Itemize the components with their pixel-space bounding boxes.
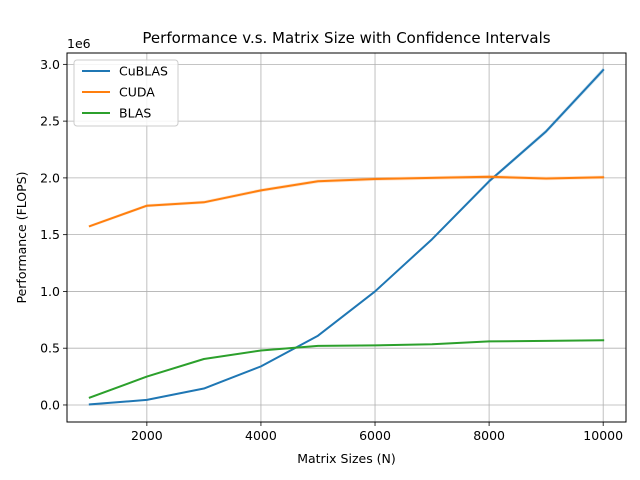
plot-frame [66,52,627,423]
legend-label: CuBLAS [119,64,168,79]
x-axis-label: Matrix Sizes (N) [297,451,396,466]
ticks: 2000 4000 6000 8000 10000 0.0 0.5 1.0 1.5 2.0 2.5 3… [40,57,623,443]
y-tick-label: 1.5 [40,227,60,242]
series-line-cuda [88,175,605,228]
x-tick-label: 6000 [359,428,391,443]
legend-label: BLAS [119,106,151,121]
y-tick-label: 2.0 [40,170,60,185]
x-tick-label: 2000 [131,428,163,443]
y-tick-label: 1.0 [40,284,60,299]
legend-label: CUDA [119,85,155,100]
series-layer [88,67,605,406]
chart-title: Performance v.s. Matrix Size with Confid… [142,29,550,47]
x-tick-label: 4000 [245,428,277,443]
y-tick-label: 2.5 [40,114,60,129]
y-tick-label: 0.5 [40,341,60,356]
series-line-blas [88,339,605,399]
x-tick-label: 10000 [583,428,623,443]
legend: CuBLAS CUDA BLAS [73,59,179,127]
y-axis-label: Performance (FLOPS) [14,172,29,304]
y-offset-label: 1e6 [67,36,91,51]
y-tick-label: 0.0 [40,397,60,412]
series-line-cublas [88,68,605,406]
x-tick-label: 8000 [473,428,505,443]
y-tick-label: 3.0 [40,57,60,72]
legend-frame [73,59,179,127]
